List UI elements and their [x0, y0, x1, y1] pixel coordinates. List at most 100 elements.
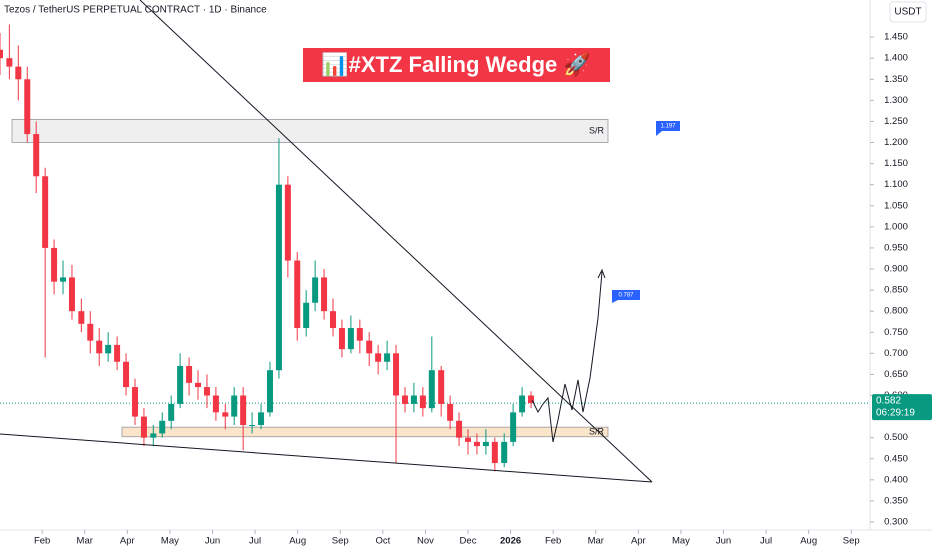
candle-body: [105, 344, 112, 354]
y-tick-label: 1.100: [884, 179, 908, 190]
candle-body: [33, 134, 40, 177]
candle-body: [428, 370, 435, 409]
candle-body: [366, 340, 373, 354]
candle-body: [338, 328, 345, 350]
y-tick-label: 0.400: [884, 474, 908, 485]
x-tick-label: 2026: [500, 536, 521, 547]
banner-background: [303, 48, 610, 82]
y-tick-label: 0.450: [884, 453, 908, 464]
candle-body: [447, 403, 454, 421]
y-tick-label: 0.750: [884, 327, 908, 338]
y-tick-label: 0.950: [884, 242, 908, 253]
y-tick-label: 1.450: [884, 32, 908, 43]
chart-title: Tezos / TetherUS PERPETUAL CONTRACT · 1D…: [4, 5, 267, 16]
candle-body: [24, 79, 31, 135]
x-tick-label: Sep: [843, 536, 860, 547]
candle-body: [42, 176, 49, 248]
candle-body: [284, 184, 291, 261]
x-tick-label: Aug: [289, 536, 306, 547]
y-tick-label: 1.400: [884, 53, 908, 64]
y-tick-label: 0.300: [884, 517, 908, 528]
annotation-box: [612, 290, 640, 303]
candle-body: [501, 441, 508, 463]
annotation-label: 0.787: [618, 293, 634, 299]
candle-body: [519, 395, 526, 413]
y-tick-label: 0.650: [884, 369, 908, 380]
candle-body: [68, 277, 75, 312]
candle-body: [473, 441, 480, 447]
currency-label: USDT: [894, 7, 921, 18]
y-tick-label: 0.700: [884, 348, 908, 359]
x-tick-label: Jul: [760, 536, 772, 547]
candle-body: [410, 395, 417, 404]
candle-body: [401, 395, 408, 404]
projection-path: [531, 271, 603, 443]
candle-body: [177, 365, 184, 404]
candle-body: [528, 395, 535, 404]
candle-body: [249, 425, 256, 427]
projection-arrow: [597, 268, 606, 279]
x-tick-label: Apr: [120, 536, 135, 547]
x-tick-label: Aug: [800, 536, 817, 547]
y-tick-label: 0.900: [884, 264, 908, 275]
x-tick-label: Mar: [77, 536, 93, 547]
candle-body: [491, 441, 498, 463]
candle-body: [266, 370, 273, 413]
candle-body: [312, 277, 319, 303]
last-price-label: 0.582: [876, 396, 901, 407]
candle-body: [330, 311, 337, 329]
candle-body: [294, 260, 301, 329]
y-tick-label: 0.350: [884, 495, 908, 506]
upper-trendline: [139, 0, 653, 483]
x-tick-label: Jun: [716, 536, 731, 547]
x-tick-label: Apr: [631, 536, 646, 547]
candle-body: [375, 353, 382, 362]
y-tick-label: 0.500: [884, 432, 908, 443]
candle-body: [231, 395, 238, 417]
candle-body: [258, 412, 265, 426]
candle-body: [321, 277, 328, 312]
candle-body: [195, 382, 202, 388]
candle-body: [123, 361, 130, 388]
candle-body: [212, 395, 219, 413]
candle-body: [438, 370, 445, 404]
candle-body: [393, 353, 400, 396]
banner-text: 📊#XTZ Falling Wedge 🚀: [321, 52, 591, 77]
x-tick-label: May: [161, 536, 179, 547]
y-tick-label: 1.200: [884, 137, 908, 148]
candle-body: [60, 277, 67, 282]
last-price-box: [872, 394, 932, 421]
x-tick-label: Feb: [34, 536, 50, 547]
candle-body: [140, 416, 147, 438]
annotation-box: [656, 121, 680, 136]
y-tick-label: 0.800: [884, 306, 908, 317]
candle-body: [384, 353, 391, 362]
candle-body: [482, 441, 489, 447]
candle-body: [203, 387, 210, 396]
sr-zone: [11, 119, 609, 143]
sr-zone: [121, 426, 609, 438]
y-tick-label: 0.850: [884, 285, 908, 296]
currency-box[interactable]: [889, 1, 927, 23]
candle-body: [0, 49, 3, 59]
y-tick-label: 1.250: [884, 116, 908, 127]
candle-body: [347, 328, 354, 350]
candle-body: [114, 344, 121, 362]
candle-body: [131, 387, 138, 417]
candle-body: [78, 311, 85, 324]
candle-body: [159, 420, 166, 434]
candle-body: [15, 66, 22, 80]
candle-body: [150, 433, 157, 438]
y-tick-label: 1.350: [884, 74, 908, 85]
countdown-label: 06:29:19: [876, 408, 915, 419]
candle-body: [465, 437, 472, 442]
candle-body: [87, 323, 94, 341]
x-tick-label: Sep: [332, 536, 349, 547]
candle-body: [222, 412, 229, 417]
candle-body: [456, 420, 463, 438]
x-tick-label: Oct: [375, 536, 390, 547]
x-tick-label: Jul: [249, 536, 261, 547]
y-tick-label: 1.050: [884, 200, 908, 211]
